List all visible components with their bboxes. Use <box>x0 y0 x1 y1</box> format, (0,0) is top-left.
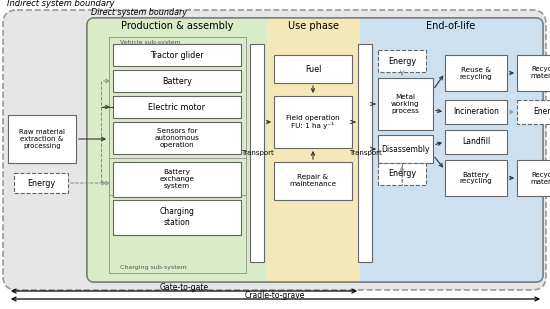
Bar <box>113 162 241 197</box>
Bar <box>113 200 241 235</box>
Bar <box>445 160 507 196</box>
Bar <box>378 135 433 163</box>
FancyBboxPatch shape <box>87 18 543 282</box>
Bar <box>87 18 267 282</box>
Bar <box>113 96 241 118</box>
Bar <box>113 70 241 92</box>
Text: Reuse &
recycling: Reuse & recycling <box>460 66 492 79</box>
Bar <box>267 18 360 282</box>
Text: Field operation
FU: 1 ha y⁻¹: Field operation FU: 1 ha y⁻¹ <box>286 115 340 129</box>
Bar <box>517 55 550 91</box>
Text: Incineration: Incineration <box>453 108 499 116</box>
Text: Raw material
extraction &
processing: Raw material extraction & processing <box>19 129 65 149</box>
Bar <box>274 162 352 200</box>
Bar <box>109 158 246 273</box>
Text: Transport: Transport <box>349 150 381 156</box>
Text: Vehicle sub-system: Vehicle sub-system <box>120 40 181 45</box>
Text: Production & assembly: Production & assembly <box>121 21 233 31</box>
Text: Electric motor: Electric motor <box>148 103 206 112</box>
Text: Recycled
materials: Recycled materials <box>531 66 550 79</box>
Text: Landfill: Landfill <box>462 138 490 146</box>
Bar <box>517 100 550 124</box>
Text: Battery
exchange
system: Battery exchange system <box>160 169 195 189</box>
Text: Tractor glider: Tractor glider <box>150 50 204 60</box>
Bar <box>378 78 433 130</box>
Text: Gate-to-gate: Gate-to-gate <box>160 283 208 293</box>
Bar <box>274 55 352 83</box>
Bar <box>113 44 241 66</box>
Text: Metal
working
process: Metal working process <box>390 94 419 114</box>
Bar <box>445 130 507 154</box>
Bar <box>8 115 76 163</box>
Bar <box>360 18 543 282</box>
Text: Energy: Energy <box>534 108 550 116</box>
Text: Direct system boundary: Direct system boundary <box>91 8 187 17</box>
Text: Charging
station: Charging station <box>160 207 195 227</box>
Text: Energy: Energy <box>27 179 55 188</box>
Text: Disassembly: Disassembly <box>381 145 429 154</box>
Bar <box>274 96 352 148</box>
Bar <box>517 160 550 196</box>
Text: Fuel: Fuel <box>305 65 321 74</box>
Bar <box>14 173 68 193</box>
Bar <box>445 55 507 91</box>
Text: End-of-life: End-of-life <box>426 21 476 31</box>
FancyBboxPatch shape <box>3 10 546 290</box>
Bar <box>113 122 241 154</box>
Text: Use phase: Use phase <box>288 21 338 31</box>
Bar <box>358 44 372 262</box>
Text: Battery: Battery <box>162 77 192 86</box>
Text: Indirect system boundary: Indirect system boundary <box>7 0 114 8</box>
Text: Transport: Transport <box>241 150 273 156</box>
Bar <box>250 44 264 262</box>
Bar <box>445 100 507 124</box>
Bar <box>109 37 246 195</box>
Text: Battery
recycling: Battery recycling <box>460 171 492 184</box>
Text: Recycled
materials: Recycled materials <box>531 171 550 184</box>
Text: Cradle-to-grave: Cradle-to-grave <box>245 291 305 300</box>
Bar <box>378 163 426 185</box>
Text: Energy: Energy <box>388 57 416 66</box>
Text: Sensors for
autonomous
operation: Sensors for autonomous operation <box>155 128 200 148</box>
Bar <box>378 50 426 72</box>
Text: Energy: Energy <box>388 170 416 179</box>
Text: Charging sub-system: Charging sub-system <box>120 265 187 270</box>
Text: Repair &
maintenance: Repair & maintenance <box>289 175 337 188</box>
